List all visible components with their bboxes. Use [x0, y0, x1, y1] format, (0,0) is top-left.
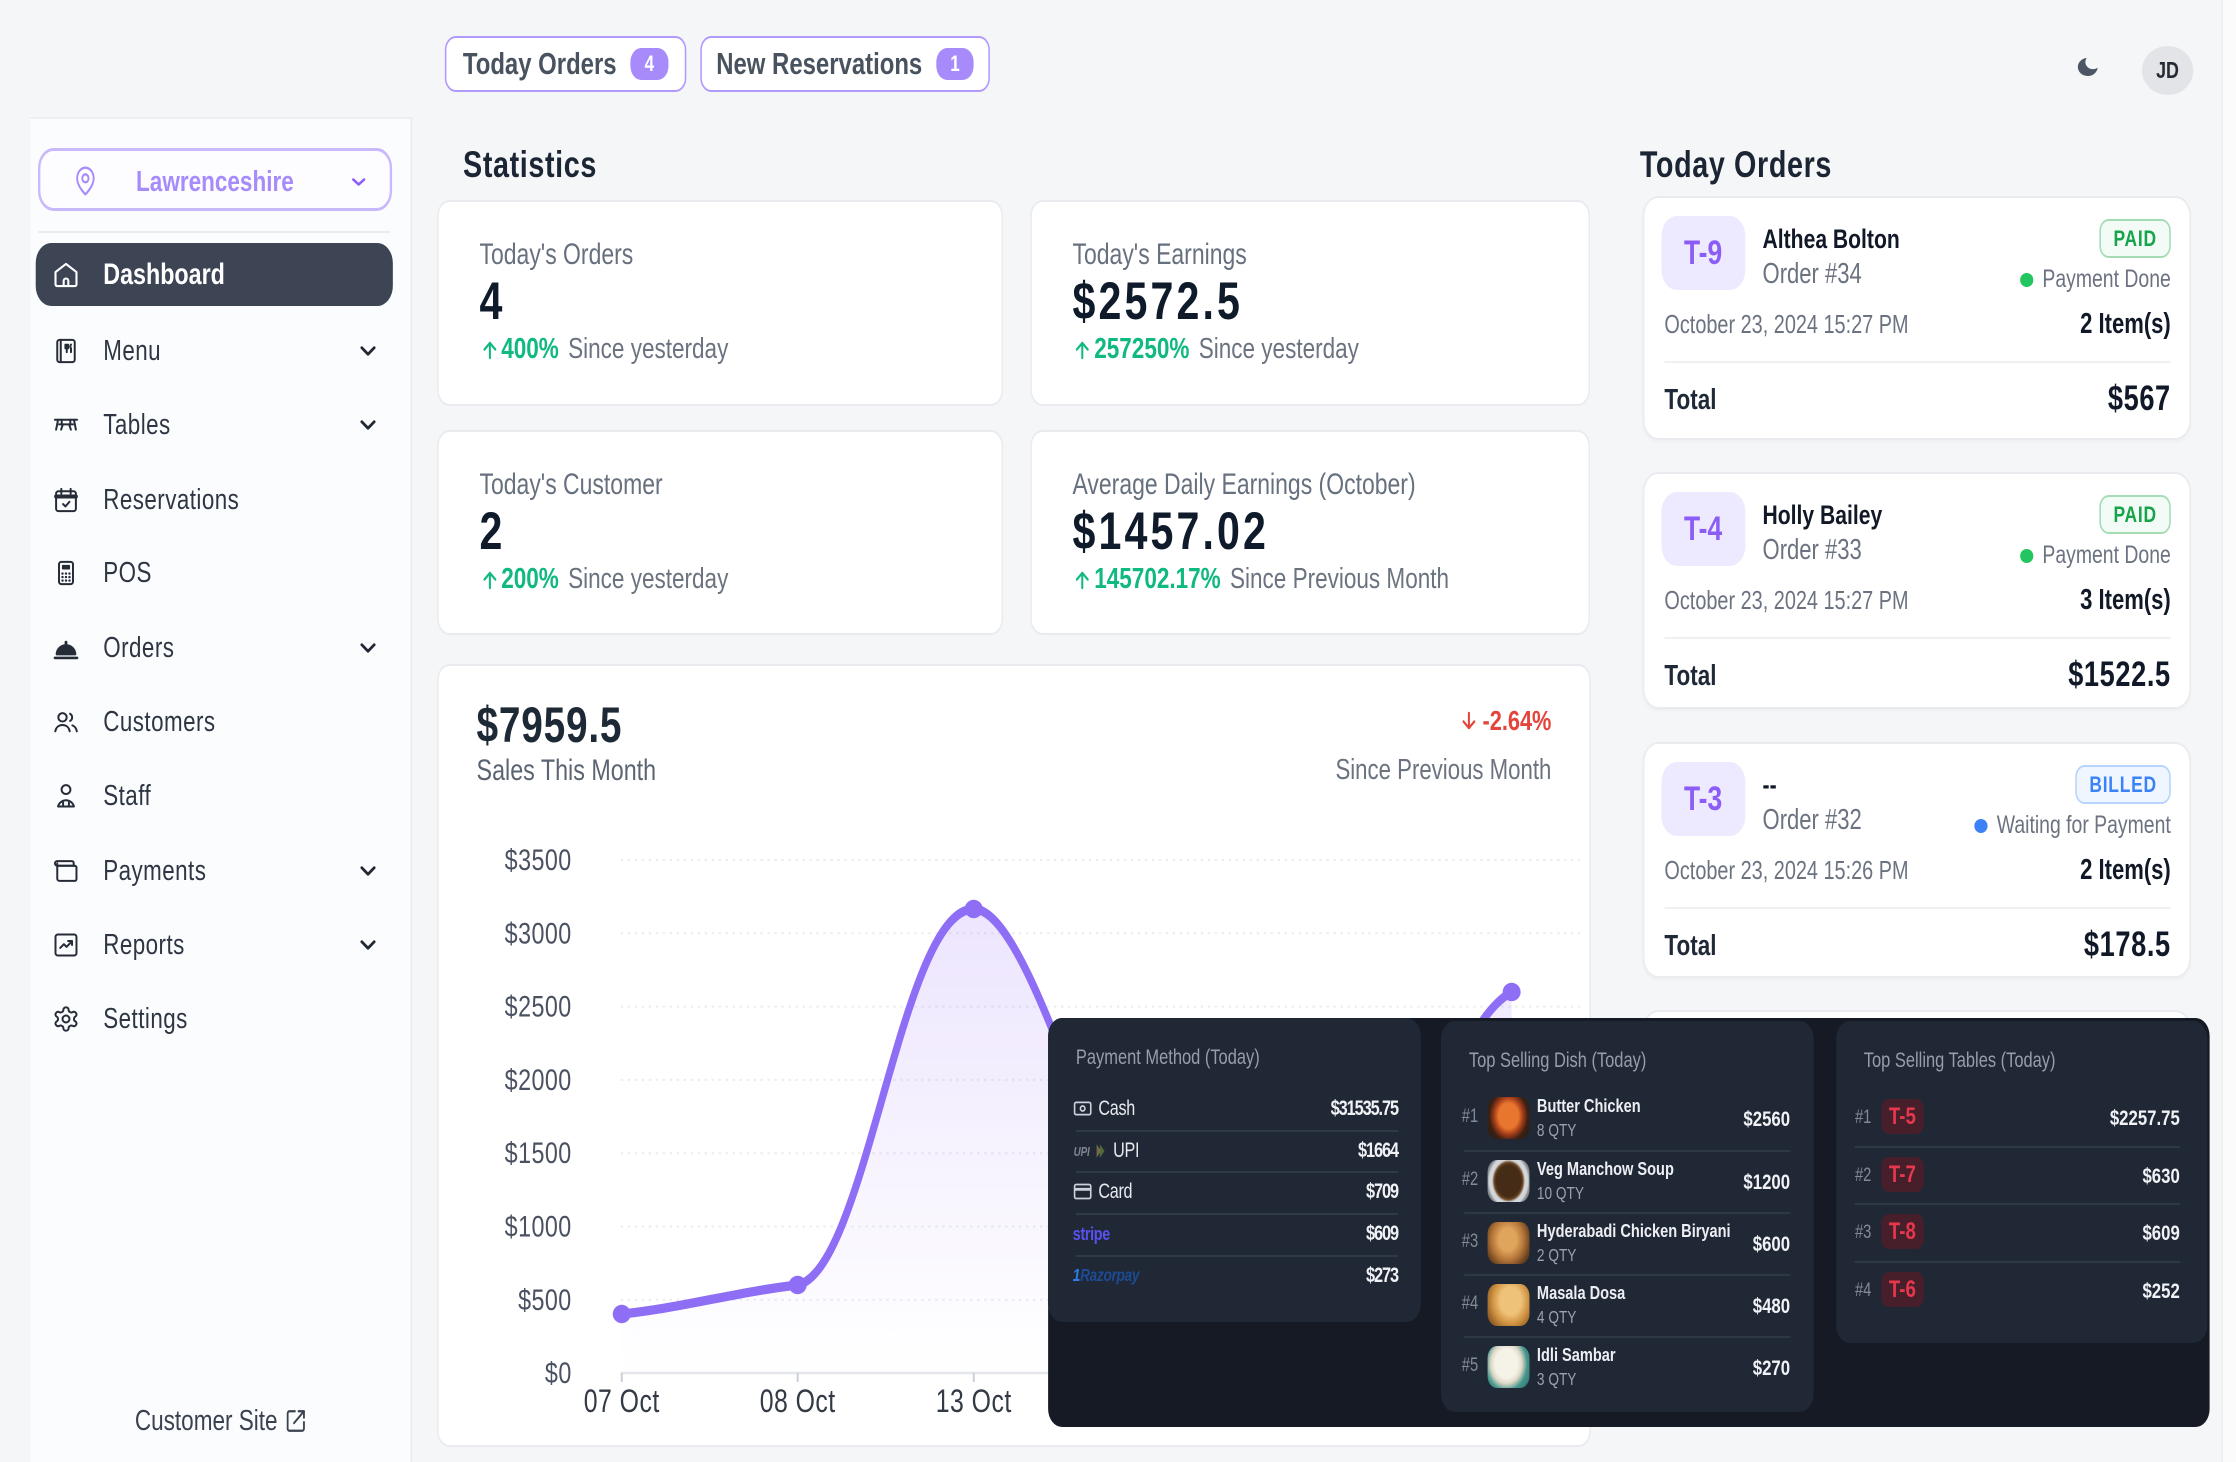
svg-text:07 Oct: 07 Oct: [584, 1384, 660, 1420]
svg-text:$500: $500: [518, 1283, 572, 1317]
svg-text:13 Oct: 13 Oct: [936, 1384, 1012, 1420]
svg-text:$1500: $1500: [504, 1136, 571, 1170]
svg-text:$3000: $3000: [504, 916, 571, 950]
svg-text:$3500: $3500: [504, 843, 571, 877]
svg-text:$2000: $2000: [504, 1063, 571, 1097]
svg-text:$0: $0: [545, 1356, 572, 1390]
svg-text:$1000: $1000: [504, 1210, 571, 1244]
svg-text:$2500: $2500: [504, 990, 571, 1024]
svg-text:08 Oct: 08 Oct: [760, 1384, 836, 1420]
svg-text:UPI: UPI: [1073, 1146, 1090, 1159]
